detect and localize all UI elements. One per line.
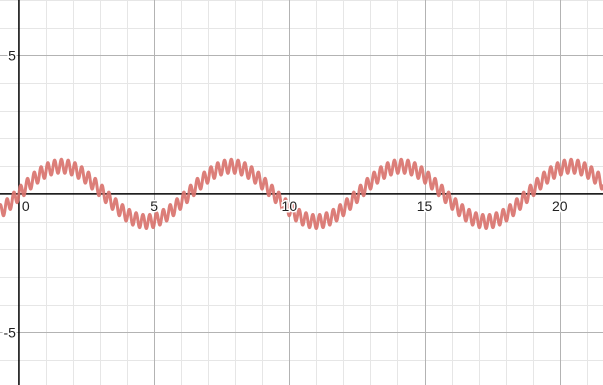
tick-labels: 0 5 10 15 20 5 -5 bbox=[2, 46, 569, 342]
x-tick-label: 5 bbox=[150, 198, 158, 214]
x-tick-label: 15 bbox=[417, 198, 433, 214]
function-curve-0 bbox=[0, 157, 603, 231]
y-tick-label: -5 bbox=[3, 324, 16, 340]
x-tick-label: 0 bbox=[22, 198, 30, 214]
y-tick-label: 5 bbox=[8, 47, 16, 63]
x-tick-label: 10 bbox=[282, 198, 298, 214]
x-tick-label: 20 bbox=[552, 198, 568, 214]
curve-layer bbox=[0, 157, 603, 231]
